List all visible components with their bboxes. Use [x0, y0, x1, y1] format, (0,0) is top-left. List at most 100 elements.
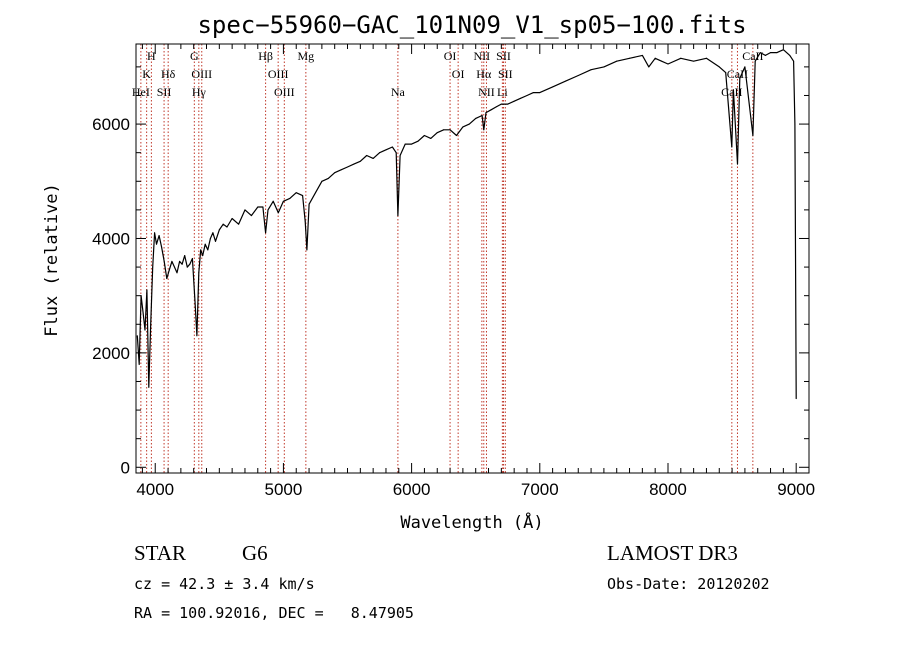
spectrum-point [166, 278, 168, 280]
spectrum-point [304, 220, 306, 222]
line-marker-label: Hβ [258, 49, 273, 63]
spectrum-point [732, 89, 734, 91]
spectrum-point [267, 209, 269, 211]
spectrum-point [629, 57, 631, 59]
spectrum-point [359, 160, 361, 162]
spectrum-point [404, 143, 406, 145]
spectrum-point [417, 140, 419, 142]
y-tick-label: 6000 [92, 115, 130, 134]
chart-title: spec−55960−GAC_101N09_V1_sp05−100.fits [197, 11, 746, 39]
spectrum-point [759, 52, 761, 54]
spectrum-point [495, 106, 497, 108]
spectrum-point [483, 129, 485, 131]
spectrum-point [302, 195, 304, 197]
spectrum-point [314, 192, 316, 194]
spectrum-point [161, 246, 163, 248]
x-tick-label: 7000 [521, 480, 559, 499]
spectrum-point [163, 260, 165, 262]
line-marker-label: HeI [132, 85, 150, 99]
x-tick-label: 6000 [393, 480, 431, 499]
spectrum-point [539, 92, 541, 94]
spectrum-point [334, 172, 336, 174]
spectrum-point [142, 312, 144, 314]
spectrum-point [282, 200, 284, 202]
spectrum-layer [136, 49, 797, 400]
spectrum-point [744, 66, 746, 68]
spectrum-point [423, 135, 425, 137]
spectrum-point [231, 217, 233, 219]
coordinates-readout: RA = 100.92016, DEC = 8.47905 [134, 604, 414, 622]
spectrum-point [136, 335, 138, 337]
spectrum-point [168, 269, 170, 271]
spectrum-point [616, 60, 618, 62]
spectrum-point [204, 243, 206, 245]
spectrum-point [782, 49, 784, 51]
spectrum-point [306, 249, 308, 251]
line-marker-label: SII [498, 67, 513, 81]
spectrum-point [395, 152, 397, 154]
line-marker-label: Hγ [192, 85, 207, 99]
spectrum-point [257, 206, 259, 208]
line-marker-label: Mg [298, 49, 315, 63]
spectrum-point [770, 52, 772, 54]
spectrum-point [289, 197, 291, 199]
line-marker-label: CaII [727, 67, 748, 81]
line-marker-label: CaII [742, 49, 763, 63]
spectrum-point [443, 129, 445, 131]
spectrum-point [385, 149, 387, 151]
spectrum-point [191, 258, 193, 259]
line-marker-label: Hδ [161, 67, 176, 81]
spectrum-point [577, 74, 579, 76]
spectrum-point [552, 86, 554, 88]
spectrum-point [391, 146, 393, 148]
observation-date: Obs-Date: 20120202 [607, 575, 770, 593]
spectrum-point [366, 155, 368, 157]
y-tick-label: 2000 [92, 344, 130, 363]
line-marker-label: OI [444, 49, 457, 63]
spectrum-point [500, 103, 502, 105]
spectrum-point [176, 272, 178, 274]
spectrum-point [648, 66, 650, 68]
line-marker-label: OIII [274, 85, 295, 99]
x-tick-label: 4000 [136, 480, 174, 499]
spectrum-point [353, 163, 355, 165]
spectrum-point [430, 137, 432, 139]
line-marker-label: OI [452, 67, 465, 81]
spectrum-point [475, 117, 477, 119]
spectrum-point [725, 72, 727, 74]
spectrum-point [752, 135, 754, 137]
spectrum-point [468, 123, 470, 125]
spectrum-point [171, 260, 173, 262]
spectrum-point [520, 97, 522, 99]
spectrum-point [212, 232, 214, 234]
spectrum-point [207, 249, 209, 251]
y-tick-label: 4000 [92, 229, 130, 248]
spectrum-point [411, 143, 413, 145]
spectrum-point [226, 226, 228, 228]
spectrum-point [321, 180, 323, 182]
line-marker-label: NII [474, 49, 491, 63]
line-marker-label: OIII [191, 67, 212, 81]
spectrum-point [209, 237, 211, 239]
line-marker-label: G [190, 49, 199, 63]
spectrum-point [198, 272, 200, 274]
spectrum-point [196, 335, 198, 337]
spectrum-point [138, 363, 140, 365]
spectrum-point [272, 200, 274, 202]
spectrum-line [136, 49, 797, 399]
redshift-readout: cz = 42.3 ± 3.4 km/s [134, 575, 315, 593]
spectrum-point [186, 266, 188, 268]
spectrum-point [789, 54, 791, 56]
survey-name: LAMOST DR3 [607, 541, 738, 565]
spectrum-point [661, 60, 663, 62]
line-marker-label: K [142, 67, 151, 81]
line-marker-label: H [147, 49, 156, 63]
spectrum-point [490, 109, 492, 111]
spectrum-point [455, 135, 457, 137]
line-marker-label: SII [157, 85, 172, 99]
spectrum-point [181, 263, 183, 265]
spectrum-point [513, 100, 515, 102]
y-axis-label: Flux (relative) [42, 183, 62, 337]
spectrum-point [793, 60, 795, 62]
